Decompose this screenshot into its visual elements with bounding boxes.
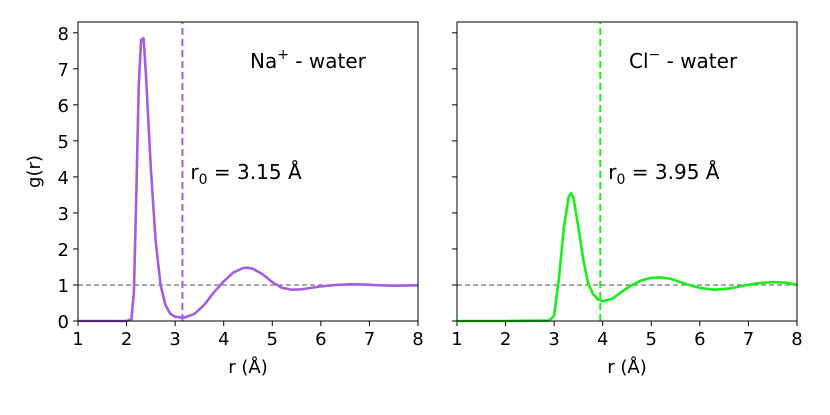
x-tick-label: 2 [121, 329, 132, 350]
annotation-rest: - water [660, 49, 738, 73]
cutoff-label-base: r [190, 160, 199, 184]
cutoff-label-sub: 0 [617, 172, 626, 188]
axes-frame [77, 21, 419, 322]
annotation: Na+ - water [250, 47, 367, 73]
y-tick-label: 0 [58, 312, 69, 333]
y-tick-label: 8 [58, 24, 69, 45]
annotation-base: Na [250, 49, 277, 73]
cutoff-label: r0 = 3.95 Å [608, 160, 720, 188]
x-tick-label: 8 [412, 329, 423, 350]
x-tick-label: 2 [500, 329, 511, 350]
x-tick-label: 5 [646, 329, 657, 350]
y-tick-label: 6 [58, 96, 69, 117]
x-axis-label: r (Å) [228, 356, 267, 378]
x-tick-label: 8 [791, 329, 802, 350]
cutoff-label-rest: = 3.15 Å [208, 160, 302, 184]
annotation-sup: + [277, 47, 289, 63]
y-tick-label: 5 [58, 132, 69, 153]
x-tick-label: 6 [694, 329, 705, 350]
annotation-sup: − [649, 47, 661, 63]
x-axis-label: r (Å) [607, 356, 646, 378]
x-tick-label: 3 [548, 329, 559, 350]
x-tick-label: 5 [267, 329, 278, 350]
y-tick-label: 2 [58, 240, 69, 261]
y-axis-label: g(r) [24, 155, 45, 188]
axes-frame [456, 21, 798, 322]
annotation-base: Cl [629, 49, 649, 73]
x-tick-label: 6 [315, 329, 326, 350]
rdf-line [78, 36, 419, 323]
x-tick-label: 1 [72, 329, 83, 350]
y-tick-label: 1 [58, 276, 69, 297]
y-tick-label: 3 [58, 204, 69, 225]
x-tick-label: 1 [451, 329, 462, 350]
cutoff-label-rest: = 3.95 Å [625, 160, 719, 184]
y-tick-label: 4 [58, 168, 69, 189]
x-tick-label: 4 [597, 329, 608, 350]
x-tick-label: 7 [364, 329, 375, 350]
cutoff-label-base: r [608, 160, 617, 184]
annotation-rest: - water [289, 49, 367, 73]
x-tick-label: 3 [169, 329, 180, 350]
x-tick-label: 7 [743, 329, 754, 350]
y-tick-label: 7 [58, 60, 69, 81]
rdf-line [457, 191, 798, 323]
cutoff-label-sub: 0 [199, 172, 208, 188]
cutoff-label: r0 = 3.15 Å [190, 160, 302, 188]
x-tick-label: 4 [218, 329, 229, 350]
annotation: Cl− - water [629, 47, 738, 73]
